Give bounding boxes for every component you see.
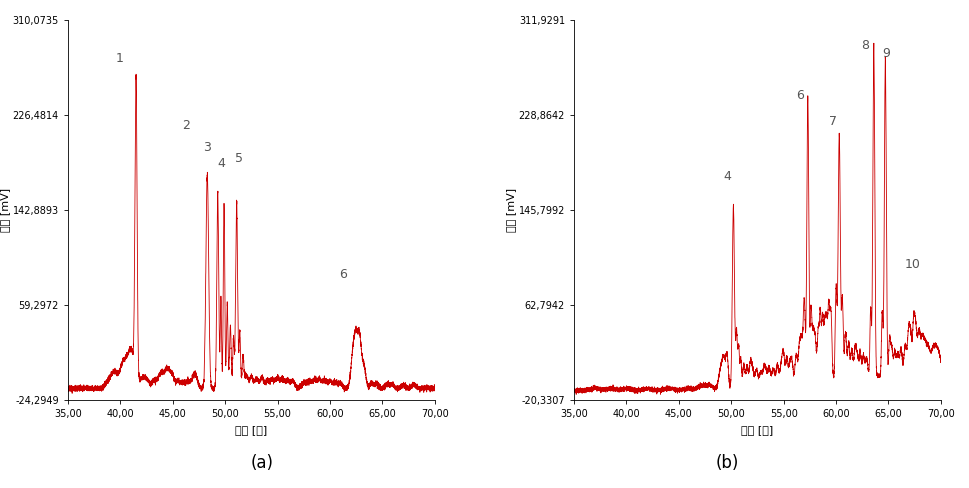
Text: 6: 6 [796,89,803,102]
Text: 8: 8 [860,39,868,52]
Text: 7: 7 [828,115,836,128]
X-axis label: 시간 [봄]: 시간 [봄] [234,425,267,435]
Text: (b): (b) [715,454,738,472]
Text: 4: 4 [723,170,731,183]
X-axis label: 시간 [봄]: 시간 [봄] [740,425,773,435]
Text: (a): (a) [250,454,273,472]
Text: 1: 1 [115,52,123,65]
Text: 4: 4 [217,157,225,170]
Text: 5: 5 [234,152,242,165]
Text: 10: 10 [904,259,920,271]
Text: 6: 6 [339,268,347,282]
Text: 2: 2 [182,119,190,132]
Y-axis label: 전압 [mV]: 전압 [mV] [506,188,516,232]
Text: 3: 3 [203,141,211,154]
Y-axis label: 전압 [mV]: 전압 [mV] [0,188,10,232]
Text: 9: 9 [882,46,890,60]
